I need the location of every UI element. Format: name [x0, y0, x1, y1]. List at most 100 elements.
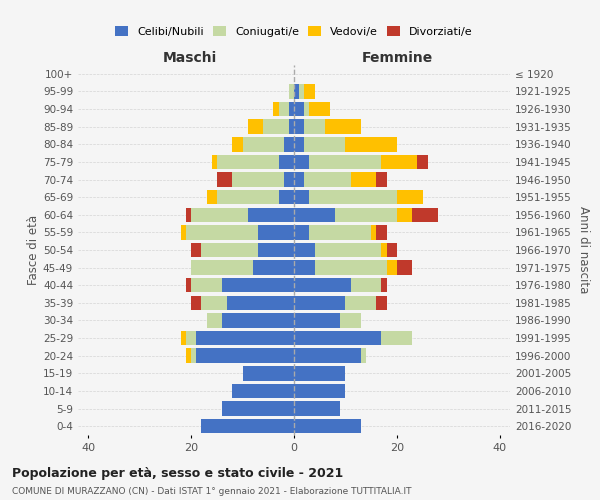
Y-axis label: Fasce di età: Fasce di età: [27, 215, 40, 285]
Bar: [294, 348, 361, 363]
Bar: [346, 137, 397, 152]
Bar: [191, 296, 202, 310]
Bar: [294, 172, 304, 186]
Bar: [304, 120, 325, 134]
Bar: [186, 225, 258, 240]
Bar: [222, 314, 294, 328]
Bar: [412, 208, 438, 222]
Bar: [397, 208, 412, 222]
Bar: [294, 296, 346, 310]
Bar: [382, 243, 386, 257]
Bar: [278, 190, 294, 204]
Bar: [340, 314, 361, 328]
Bar: [371, 225, 376, 240]
Bar: [202, 243, 258, 257]
Bar: [304, 102, 310, 117]
Bar: [294, 190, 310, 204]
Bar: [294, 137, 304, 152]
Bar: [294, 278, 350, 292]
Bar: [314, 260, 386, 275]
Bar: [181, 225, 186, 240]
Bar: [376, 296, 386, 310]
Bar: [222, 402, 294, 416]
Bar: [294, 366, 346, 380]
Bar: [294, 208, 335, 222]
Bar: [242, 137, 284, 152]
Bar: [382, 154, 418, 169]
Bar: [217, 190, 278, 204]
Text: Popolazione per età, sesso e stato civile - 2021: Popolazione per età, sesso e stato civil…: [12, 468, 343, 480]
Bar: [304, 172, 350, 186]
Bar: [397, 260, 412, 275]
Bar: [191, 260, 253, 275]
Bar: [304, 84, 314, 98]
Bar: [294, 102, 304, 117]
Bar: [294, 260, 314, 275]
Bar: [294, 84, 299, 98]
Bar: [294, 243, 314, 257]
Bar: [310, 154, 382, 169]
Bar: [294, 120, 304, 134]
Bar: [196, 348, 294, 363]
Bar: [382, 278, 386, 292]
Bar: [386, 260, 397, 275]
Bar: [186, 348, 191, 363]
Bar: [186, 331, 196, 345]
Bar: [289, 120, 294, 134]
Bar: [418, 154, 428, 169]
Bar: [232, 384, 294, 398]
Bar: [278, 102, 289, 117]
Bar: [284, 172, 294, 186]
Bar: [310, 102, 330, 117]
Bar: [232, 172, 284, 186]
Bar: [242, 366, 294, 380]
Bar: [263, 120, 289, 134]
Bar: [294, 419, 361, 434]
Bar: [191, 278, 222, 292]
Bar: [294, 402, 340, 416]
Bar: [325, 120, 361, 134]
Bar: [386, 243, 397, 257]
Bar: [232, 137, 242, 152]
Bar: [397, 190, 422, 204]
Bar: [310, 190, 397, 204]
Bar: [258, 243, 294, 257]
Bar: [248, 120, 263, 134]
Bar: [217, 154, 278, 169]
Bar: [258, 225, 294, 240]
Bar: [181, 331, 186, 345]
Bar: [253, 260, 294, 275]
Bar: [294, 331, 382, 345]
Bar: [304, 137, 346, 152]
Bar: [222, 278, 294, 292]
Bar: [186, 208, 191, 222]
Bar: [289, 102, 294, 117]
Bar: [376, 172, 386, 186]
Bar: [335, 208, 397, 222]
Bar: [202, 296, 227, 310]
Bar: [274, 102, 278, 117]
Bar: [294, 314, 340, 328]
Text: Maschi: Maschi: [163, 51, 217, 65]
Legend: Celibi/Nubili, Coniugati/e, Vedovi/e, Divorziati/e: Celibi/Nubili, Coniugati/e, Vedovi/e, Di…: [112, 22, 476, 40]
Bar: [191, 208, 248, 222]
Bar: [361, 348, 366, 363]
Bar: [350, 172, 376, 186]
Bar: [310, 225, 371, 240]
Bar: [294, 384, 346, 398]
Bar: [314, 243, 382, 257]
Bar: [227, 296, 294, 310]
Bar: [196, 331, 294, 345]
Bar: [294, 154, 310, 169]
Bar: [212, 154, 217, 169]
Bar: [206, 190, 217, 204]
Bar: [376, 225, 386, 240]
Bar: [191, 348, 196, 363]
Bar: [294, 225, 310, 240]
Bar: [289, 84, 294, 98]
Bar: [382, 331, 412, 345]
Bar: [284, 137, 294, 152]
Bar: [346, 296, 376, 310]
Text: COMUNE DI MURAZZANO (CN) - Dati ISTAT 1° gennaio 2021 - Elaborazione TUTTITALIA.: COMUNE DI MURAZZANO (CN) - Dati ISTAT 1°…: [12, 488, 412, 496]
Bar: [350, 278, 382, 292]
